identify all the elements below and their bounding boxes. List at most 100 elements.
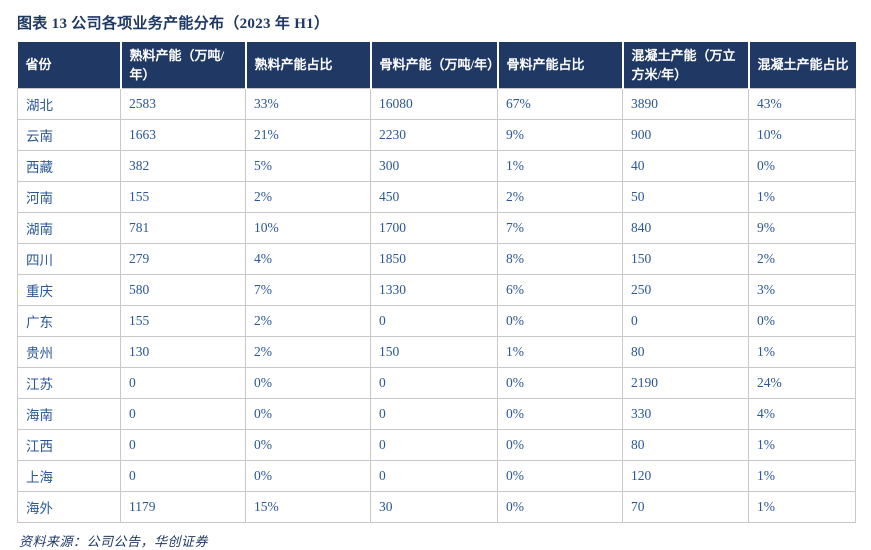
aggregate-capacity-cell: 450 (370, 181, 498, 213)
province-cell: 海外 (17, 491, 121, 523)
header-cell-aggregate-capacity: 骨料产能（万吨/年） (370, 42, 500, 89)
province-cell: 西藏 (17, 150, 121, 182)
clinker-capacity-cell: 1663 (120, 119, 246, 151)
aggregate-capacity-cell: 0 (370, 429, 498, 461)
table-row: 江苏 0 0% 0 0% 2190 24% (17, 367, 856, 399)
clinker-capacity-cell: 0 (120, 460, 246, 492)
header-cell-clinker-capacity: 熟料产能（万吨/年） (120, 42, 247, 89)
clinker-share-cell: 10% (245, 212, 371, 244)
aggregate-share-cell: 0% (497, 305, 623, 337)
concrete-capacity-cell: 70 (622, 491, 749, 523)
clinker-capacity-cell: 155 (120, 305, 246, 337)
concrete-capacity-cell: 2190 (622, 367, 749, 399)
table-body: 湖北 2583 33% 16080 67% 3890 43% 云南 1663 2… (17, 88, 856, 523)
clinker-share-cell: 0% (245, 398, 371, 430)
clinker-capacity-cell: 130 (120, 336, 246, 368)
aggregate-share-cell: 8% (497, 243, 623, 275)
table-row: 上海 0 0% 0 0% 120 1% (17, 460, 856, 492)
aggregate-capacity-cell: 1850 (370, 243, 498, 275)
clinker-capacity-cell: 0 (120, 398, 246, 430)
province-cell: 江苏 (17, 367, 121, 399)
table-row: 重庆 580 7% 1330 6% 250 3% (17, 274, 856, 306)
clinker-share-cell: 33% (245, 88, 371, 120)
clinker-capacity-cell: 279 (120, 243, 246, 275)
province-cell: 贵州 (17, 336, 121, 368)
table-row: 四川 279 4% 1850 8% 150 2% (17, 243, 856, 275)
concrete-capacity-cell: 50 (622, 181, 749, 213)
clinker-share-cell: 0% (245, 460, 371, 492)
clinker-capacity-cell: 580 (120, 274, 246, 306)
concrete-share-cell: 0% (748, 305, 856, 337)
table-row: 湖北 2583 33% 16080 67% 3890 43% (17, 88, 856, 120)
source-note: 资料来源：公司公告，华创证券 (19, 534, 209, 549)
clinker-share-cell: 2% (245, 181, 371, 213)
concrete-share-cell: 3% (748, 274, 856, 306)
province-cell: 河南 (17, 181, 121, 213)
clinker-capacity-cell: 2583 (120, 88, 246, 120)
concrete-capacity-cell: 80 (622, 336, 749, 368)
aggregate-capacity-cell: 0 (370, 305, 498, 337)
aggregate-share-cell: 0% (497, 429, 623, 461)
province-cell: 云南 (17, 119, 121, 151)
concrete-share-cell: 1% (748, 429, 856, 461)
concrete-capacity-cell: 3890 (622, 88, 749, 120)
concrete-capacity-cell: 900 (622, 119, 749, 151)
table-header-row: 省份 熟料产能（万吨/年） 熟料产能占比 骨料产能（万吨/年） 骨料产能占比 混… (17, 42, 856, 89)
clinker-capacity-cell: 155 (120, 181, 246, 213)
concrete-share-cell: 1% (748, 460, 856, 492)
province-cell: 海南 (17, 398, 121, 430)
table-row: 云南 1663 21% 2230 9% 900 10% (17, 119, 856, 151)
aggregate-capacity-cell: 2230 (370, 119, 498, 151)
province-cell: 广东 (17, 305, 121, 337)
table-row: 江西 0 0% 0 0% 80 1% (17, 429, 856, 461)
table-row: 广东 155 2% 0 0% 0 0% (17, 305, 856, 337)
clinker-capacity-cell: 0 (120, 367, 246, 399)
aggregate-share-cell: 2% (497, 181, 623, 213)
header-cell-aggregate-share: 骨料产能占比 (497, 42, 624, 89)
concrete-share-cell: 1% (748, 336, 856, 368)
aggregate-share-cell: 67% (497, 88, 623, 120)
table-row: 贵州 130 2% 150 1% 80 1% (17, 336, 856, 368)
province-cell: 湖北 (17, 88, 121, 120)
concrete-capacity-cell: 330 (622, 398, 749, 430)
aggregate-capacity-cell: 30 (370, 491, 498, 523)
aggregate-share-cell: 0% (497, 398, 623, 430)
concrete-share-cell: 1% (748, 181, 856, 213)
header-cell-clinker-share: 熟料产能占比 (245, 42, 372, 89)
aggregate-share-cell: 7% (497, 212, 623, 244)
aggregate-capacity-cell: 0 (370, 460, 498, 492)
concrete-share-cell: 9% (748, 212, 856, 244)
clinker-share-cell: 0% (245, 429, 371, 461)
aggregate-capacity-cell: 1700 (370, 212, 498, 244)
table-row: 湖南 781 10% 1700 7% 840 9% (17, 212, 856, 244)
clinker-share-cell: 4% (245, 243, 371, 275)
capacity-table: 省份 熟料产能（万吨/年） 熟料产能占比 骨料产能（万吨/年） 骨料产能占比 混… (17, 42, 856, 523)
clinker-share-cell: 7% (245, 274, 371, 306)
concrete-share-cell: 0% (748, 150, 856, 182)
clinker-capacity-cell: 0 (120, 429, 246, 461)
concrete-share-cell: 24% (748, 367, 856, 399)
concrete-share-cell: 1% (748, 491, 856, 523)
clinker-capacity-cell: 1179 (120, 491, 246, 523)
table-row: 海外 1179 15% 30 0% 70 1% (17, 491, 856, 523)
concrete-capacity-cell: 250 (622, 274, 749, 306)
aggregate-share-cell: 9% (497, 119, 623, 151)
table-header: 省份 熟料产能（万吨/年） 熟料产能占比 骨料产能（万吨/年） 骨料产能占比 混… (17, 42, 856, 89)
aggregate-share-cell: 6% (497, 274, 623, 306)
concrete-share-cell: 4% (748, 398, 856, 430)
aggregate-capacity-cell: 0 (370, 398, 498, 430)
aggregate-share-cell: 0% (497, 460, 623, 492)
aggregate-share-cell: 1% (497, 150, 623, 182)
clinker-capacity-cell: 382 (120, 150, 246, 182)
table-row: 河南 155 2% 450 2% 50 1% (17, 181, 856, 213)
concrete-share-cell: 43% (748, 88, 856, 120)
concrete-capacity-cell: 0 (622, 305, 749, 337)
clinker-share-cell: 2% (245, 336, 371, 368)
concrete-capacity-cell: 840 (622, 212, 749, 244)
aggregate-share-cell: 0% (497, 491, 623, 523)
clinker-capacity-cell: 781 (120, 212, 246, 244)
aggregate-capacity-cell: 16080 (370, 88, 498, 120)
header-cell-concrete-share: 混凝土产能占比 (748, 42, 856, 89)
aggregate-share-cell: 1% (497, 336, 623, 368)
